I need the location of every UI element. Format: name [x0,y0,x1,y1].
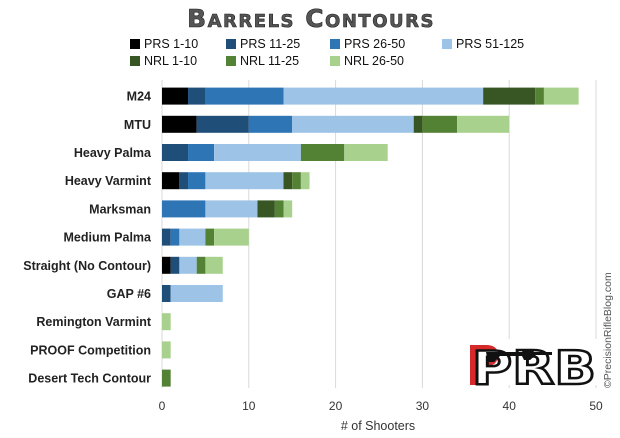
watermark-text: ©PrecisionRifleBlog.com [602,272,614,388]
bar-segment [162,369,171,387]
bar-segment [205,172,284,190]
legend-label: PRS 26-50 [344,37,405,51]
category-label: GAP #6 [107,287,151,301]
category-label: M24 [127,90,151,104]
bar-segment [162,172,180,190]
category-label: Medium Palma [63,231,152,245]
legend: PRS 1-10 PRS 11-25 PRS 26-50 PRS 51-125 NRL … [130,37,524,68]
category-label: Heavy Varmint [65,174,152,188]
bar-segment [344,144,388,161]
legend-swatch [130,56,140,66]
category-label: MTU [124,118,151,132]
legend-label: NRL 1-10 [144,54,197,68]
category-label: Desert Tech Contour [28,372,151,386]
x-tick-label: 50 [589,399,603,413]
category-label: Heavy Palma [74,146,152,160]
bar-segment [205,256,223,274]
x-tick-label: 30 [416,399,430,413]
bar-segment [162,144,189,161]
bar-segment [283,172,293,190]
bar-segment [162,200,206,218]
bar-segment [179,172,189,190]
x-tick-label: 0 [159,399,166,413]
bar-segment [170,256,180,274]
bar-segment [170,228,180,246]
x-tick-label: 40 [503,399,517,413]
bar-segment [283,87,484,105]
bar-segment [179,228,206,246]
bar-segment [188,172,206,190]
bar-segment [170,285,223,302]
logo-text: PRB [472,341,596,395]
x-tick-label: 20 [329,399,343,413]
legend-label: PRS 51-125 [456,37,524,51]
bar-segment [214,144,301,161]
legend-swatch [330,39,340,49]
legend-swatch [226,56,236,66]
bar-segment [196,256,206,274]
bar-segment [214,228,249,246]
bar-segment [283,200,293,218]
bar-segment [300,172,310,190]
category-label: Straight (No Contour) [23,259,151,273]
bar-segment [162,256,171,274]
bar-segment [248,115,293,133]
bar-segment [274,200,284,218]
bar-segment [543,87,579,105]
legend-label: PRS 11-25 [240,37,300,51]
category-labels: M24 MTU Heavy Palma Heavy Varmint Marksman Me… [23,90,152,386]
bar-segment [422,115,458,133]
chart-title: Barrels Contours [187,4,435,33]
logo-rifle-silhouette [486,349,552,362]
bar-segment [292,172,301,190]
legend-label: PRS 1-10 [144,37,198,51]
bar-segment [300,144,345,161]
bar-segment [179,256,197,274]
legend-swatch [442,39,452,49]
bar-segment [205,200,258,218]
bar-segment [257,200,275,218]
bar-segment [162,285,171,302]
category-label: PROOF Competition [30,343,151,357]
bar-segment [188,87,206,105]
legend-swatch [130,39,140,49]
prb-logo: PRB [465,339,601,396]
bar-segment [162,115,197,133]
bar-segment [162,87,189,105]
legend-label: NRL 11-25 [240,54,299,68]
legend-label: NRL 26-50 [344,54,404,68]
bar-segment [162,341,171,359]
bar-segment [457,115,510,133]
x-axis-title: # of Shooters [341,419,415,433]
bar-segment [483,87,536,105]
bars [162,87,579,387]
bar-segment [162,313,171,331]
bar-segment [162,228,171,246]
bar-segment [535,87,544,105]
bar-segment [188,144,215,161]
bar-segment [413,115,423,133]
x-tick-label: 10 [242,399,256,413]
category-label: Remington Varmint [36,315,151,329]
bar-segment [196,115,249,133]
category-label: Marksman [89,202,151,216]
bar-segment [205,87,284,105]
bar-segment [205,228,215,246]
legend-swatch [330,56,340,66]
bar-segment [292,115,414,133]
x-tick-labels: 0 10 20 30 40 50 [159,399,603,413]
legend-swatch [226,39,236,49]
